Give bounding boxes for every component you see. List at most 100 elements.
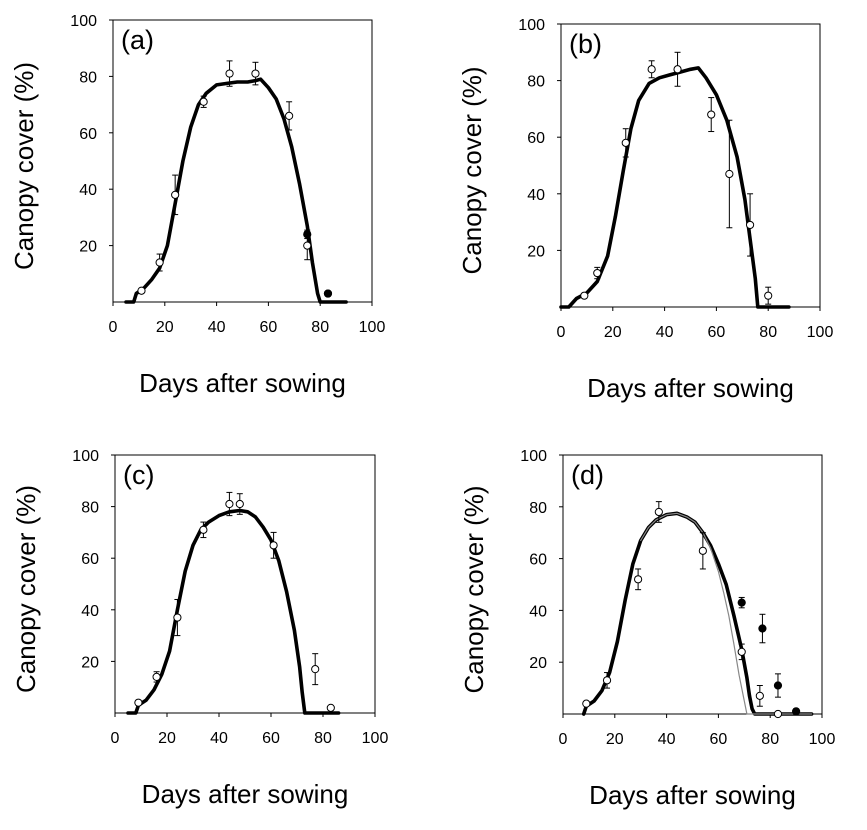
y-tick-label: 100 bbox=[518, 17, 545, 34]
x-axis-label: Days after sowing bbox=[587, 373, 794, 403]
observed-point-open bbox=[235, 499, 244, 509]
model-curve-thick bbox=[124, 77, 348, 304]
y-tick-label: 60 bbox=[81, 551, 99, 568]
x-tick-label: 0 bbox=[111, 730, 120, 747]
observed-point-open bbox=[225, 69, 234, 78]
observed-point-open bbox=[269, 541, 278, 550]
observed-point-open bbox=[725, 169, 734, 179]
observed-point-open bbox=[602, 676, 612, 685]
y-tick-label: 80 bbox=[527, 74, 545, 91]
y-tick-label: 100 bbox=[72, 448, 99, 465]
panel-label: (d) bbox=[571, 460, 604, 490]
observed-point-open bbox=[199, 97, 208, 106]
observed-point-open bbox=[707, 110, 716, 119]
y-tick-label: 100 bbox=[520, 448, 547, 465]
y-tick-label: 80 bbox=[81, 500, 99, 517]
plot-frame bbox=[114, 454, 376, 714]
panel-a: 0 20 40 60 80 100 20 40 60 80 100 Days after sowing… bbox=[9, 13, 385, 398]
observed-point-filled bbox=[792, 707, 801, 716]
observed-point-open bbox=[673, 65, 682, 74]
observed-point-open bbox=[634, 575, 643, 584]
x-tick-label: 80 bbox=[761, 731, 779, 748]
y-tick-label: 60 bbox=[527, 130, 545, 147]
panel-b: 0 20 40 60 80 100 20 40 60 80 100 Days after sowing… bbox=[457, 17, 833, 403]
y-tick-label: 20 bbox=[81, 654, 99, 671]
panel-label: (c) bbox=[123, 460, 154, 490]
x-tick-label: 20 bbox=[158, 730, 176, 747]
x-tick-label: 60 bbox=[708, 324, 726, 341]
panel-d: 0 20 40 60 80 100 20 40 60 80 100 Days after sowing… bbox=[459, 448, 835, 810]
x-tick-label: 80 bbox=[759, 324, 777, 341]
observed-point-open bbox=[647, 65, 656, 74]
x-tick-label: 40 bbox=[658, 731, 676, 748]
x-tick-label: 100 bbox=[807, 324, 834, 341]
observed-point-open bbox=[764, 291, 773, 300]
x-tick-label: 100 bbox=[809, 731, 836, 748]
x-tick-label: 80 bbox=[311, 319, 329, 336]
model-curve-thin bbox=[640, 512, 813, 715]
x-tick-label: 80 bbox=[314, 730, 332, 747]
observed-point-open bbox=[582, 699, 591, 708]
panel-c: 0 20 40 60 80 100 20 40 60 80 100 Days after sowing… bbox=[11, 448, 388, 809]
y-axis-label: Canopy cover (%) bbox=[459, 485, 489, 693]
model-curve-thick bbox=[126, 508, 341, 715]
panel-label: (b) bbox=[569, 29, 602, 59]
x-axis-label: Days after sowing bbox=[589, 780, 796, 810]
x-tick-label: 100 bbox=[362, 730, 389, 747]
x-tick-label: 60 bbox=[262, 730, 280, 747]
x-tick-label: 0 bbox=[557, 324, 566, 341]
x-tick-label: 60 bbox=[710, 731, 728, 748]
observed-point-open bbox=[303, 241, 312, 250]
model-curve-thick bbox=[559, 66, 791, 309]
y-axis-label: Canopy cover (%) bbox=[9, 62, 39, 270]
observed-point-filled bbox=[303, 230, 312, 239]
plot-frame bbox=[112, 19, 373, 303]
plot-frame bbox=[560, 23, 821, 308]
observed-point-open bbox=[654, 507, 663, 517]
x-tick-label: 40 bbox=[208, 319, 226, 336]
observed-point-open bbox=[285, 111, 294, 120]
x-axis-label: Days after sowing bbox=[139, 368, 346, 398]
y-tick-label: 100 bbox=[70, 13, 97, 30]
x-tick-label: 40 bbox=[656, 324, 674, 341]
x-tick-label: 100 bbox=[359, 319, 386, 336]
y-tick-label: 40 bbox=[529, 603, 547, 620]
observed-point-open bbox=[737, 647, 746, 656]
x-tick-label: 0 bbox=[559, 731, 568, 748]
x-tick-label: 20 bbox=[606, 731, 624, 748]
y-tick-label: 20 bbox=[529, 655, 547, 672]
x-tick-label: 20 bbox=[604, 324, 622, 341]
y-tick-label: 60 bbox=[79, 126, 97, 143]
x-tick-label: 0 bbox=[109, 319, 118, 336]
observed-point-open bbox=[199, 525, 208, 534]
observed-point-open bbox=[326, 703, 335, 712]
y-tick-label: 60 bbox=[529, 552, 547, 569]
observed-point-open bbox=[152, 672, 161, 681]
observed-point-filled bbox=[758, 624, 767, 633]
observed-point-open bbox=[745, 220, 755, 230]
x-tick-label: 60 bbox=[260, 319, 278, 336]
x-tick-label: 20 bbox=[156, 319, 174, 336]
y-axis-label: Canopy cover (%) bbox=[11, 485, 41, 693]
y-tick-label: 40 bbox=[79, 182, 97, 199]
observed-point-open bbox=[755, 691, 764, 700]
observed-point-open bbox=[773, 709, 783, 719]
x-axis-label: Days after sowing bbox=[142, 779, 349, 809]
observed-point-open bbox=[698, 546, 707, 555]
observed-point-open bbox=[251, 69, 260, 78]
observed-point-filled bbox=[323, 289, 333, 298]
x-tick-label: 40 bbox=[210, 730, 228, 747]
observed-point-open bbox=[137, 286, 146, 295]
observed-point-open bbox=[225, 499, 234, 509]
observed-point-open bbox=[134, 698, 143, 707]
plot-frame bbox=[562, 454, 823, 715]
observed-point-open bbox=[155, 258, 164, 267]
observed-point-open bbox=[593, 268, 602, 278]
y-tick-label: 20 bbox=[527, 243, 545, 260]
panel-label: (a) bbox=[121, 25, 154, 55]
observed-point-filled bbox=[773, 681, 783, 690]
observed-point-open bbox=[621, 138, 630, 147]
y-tick-label: 80 bbox=[79, 69, 97, 86]
observed-point-open bbox=[171, 190, 180, 199]
